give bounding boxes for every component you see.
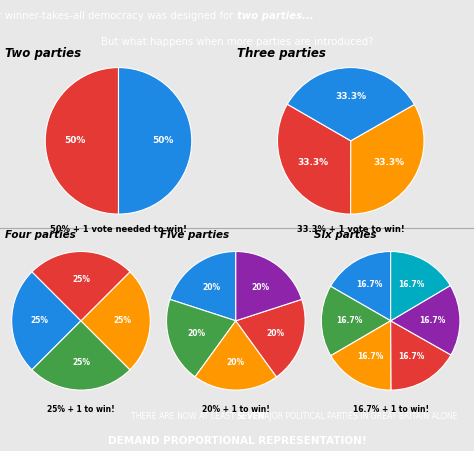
Text: Two parties: Two parties bbox=[5, 47, 81, 60]
Wedge shape bbox=[391, 321, 451, 390]
Text: 20%: 20% bbox=[227, 358, 245, 367]
Text: 50%: 50% bbox=[152, 136, 173, 145]
Text: 16.7%: 16.7% bbox=[356, 281, 383, 289]
Text: 20%: 20% bbox=[251, 283, 269, 292]
Wedge shape bbox=[166, 299, 236, 377]
Wedge shape bbox=[45, 68, 118, 214]
Text: 50%: 50% bbox=[64, 136, 85, 145]
Wedge shape bbox=[32, 252, 130, 321]
Text: 20%: 20% bbox=[187, 329, 205, 338]
Text: Five parties: Five parties bbox=[160, 230, 228, 240]
Text: 25%: 25% bbox=[72, 358, 90, 367]
Text: Three parties: Three parties bbox=[237, 47, 326, 60]
Text: 33.3%: 33.3% bbox=[373, 158, 404, 167]
Wedge shape bbox=[12, 272, 81, 370]
Text: 16.7%: 16.7% bbox=[419, 316, 446, 325]
Text: 33.3%: 33.3% bbox=[297, 158, 328, 167]
Text: 25%: 25% bbox=[72, 275, 90, 284]
Wedge shape bbox=[321, 286, 391, 356]
Text: 33.3% + 1 vote to win!: 33.3% + 1 vote to win! bbox=[297, 225, 405, 234]
Text: 16.7%: 16.7% bbox=[357, 352, 383, 361]
Text: 20%: 20% bbox=[266, 329, 284, 338]
Text: 25%: 25% bbox=[30, 316, 48, 325]
Text: 20% + 1 to win!: 20% + 1 to win! bbox=[202, 405, 270, 414]
Text: 50% + 1 vote needed to win!: 50% + 1 vote needed to win! bbox=[50, 225, 187, 234]
Wedge shape bbox=[330, 252, 391, 321]
Text: SEVEN: SEVEN bbox=[237, 412, 265, 421]
Text: Four parties: Four parties bbox=[5, 230, 75, 240]
Wedge shape bbox=[287, 68, 414, 141]
Wedge shape bbox=[351, 105, 424, 214]
Wedge shape bbox=[391, 252, 450, 321]
Wedge shape bbox=[81, 272, 150, 370]
Text: 33.3%: 33.3% bbox=[335, 92, 366, 101]
Text: 16.7%: 16.7% bbox=[399, 352, 425, 361]
Wedge shape bbox=[277, 104, 351, 214]
Wedge shape bbox=[391, 285, 460, 355]
Text: 25% + 1 to win!: 25% + 1 to win! bbox=[47, 405, 115, 414]
Text: two parties...: two parties... bbox=[237, 11, 314, 21]
Text: 16.7%: 16.7% bbox=[398, 280, 424, 289]
Text: Our winner-takes-all democracy was designed for: Our winner-takes-all democracy was desig… bbox=[0, 11, 237, 21]
Text: 25%: 25% bbox=[114, 316, 132, 325]
Text: 20%: 20% bbox=[202, 283, 220, 292]
Text: MAJOR POLITICAL PARTIES IN GREAT BRITAIN ALONE: MAJOR POLITICAL PARTIES IN GREAT BRITAIN… bbox=[255, 412, 457, 421]
Text: Six parties: Six parties bbox=[314, 230, 377, 240]
Wedge shape bbox=[195, 321, 276, 390]
Wedge shape bbox=[236, 252, 302, 321]
Wedge shape bbox=[331, 321, 391, 390]
Text: 16.7% + 1 to win!: 16.7% + 1 to win! bbox=[353, 405, 428, 414]
Text: But what happens when more parties are introduced?: But what happens when more parties are i… bbox=[101, 37, 373, 46]
Text: DEMAND PROPORTIONAL REPRESENTATION!: DEMAND PROPORTIONAL REPRESENTATION! bbox=[108, 436, 366, 446]
Text: 16.7%: 16.7% bbox=[336, 317, 362, 326]
Wedge shape bbox=[118, 68, 192, 214]
Wedge shape bbox=[236, 299, 305, 377]
Wedge shape bbox=[32, 321, 130, 390]
Text: THERE ARE NOW AT LEAST: THERE ARE NOW AT LEAST bbox=[131, 412, 237, 421]
Wedge shape bbox=[170, 252, 236, 321]
